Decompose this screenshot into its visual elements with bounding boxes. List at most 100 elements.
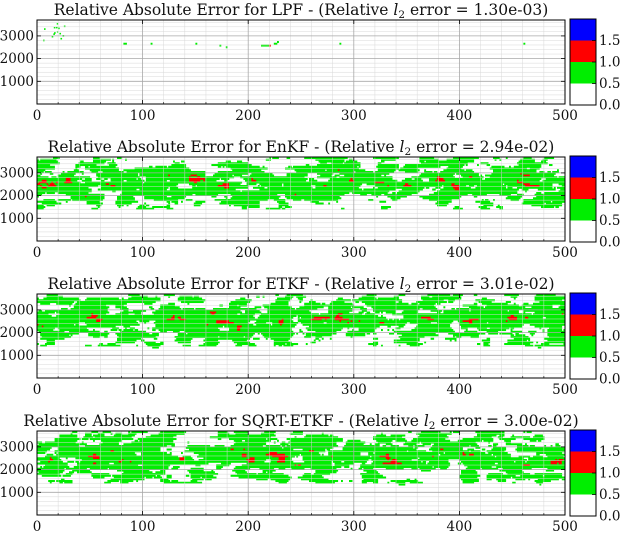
error-cell bbox=[361, 301, 396, 304]
error-cell bbox=[139, 174, 169, 177]
error-cell bbox=[173, 160, 175, 163]
error-cell bbox=[257, 316, 294, 319]
error-cell bbox=[131, 431, 148, 434]
error-cell bbox=[469, 185, 475, 188]
error-cell bbox=[302, 474, 323, 477]
error-cell bbox=[235, 466, 342, 469]
error-cell bbox=[54, 438, 81, 441]
error-cell bbox=[435, 186, 441, 189]
error-cell bbox=[246, 181, 375, 184]
error-cell bbox=[472, 193, 487, 196]
error-cell bbox=[320, 174, 332, 177]
error-cell bbox=[533, 302, 566, 305]
error-cell bbox=[395, 439, 407, 442]
error-cell bbox=[46, 183, 49, 186]
error-cell bbox=[437, 179, 439, 182]
error-cell bbox=[149, 306, 153, 309]
error-cell bbox=[37, 301, 75, 304]
error-cell bbox=[544, 157, 555, 160]
error-cell bbox=[529, 183, 553, 186]
error-cell bbox=[233, 322, 249, 325]
colorbar-segment bbox=[570, 494, 596, 516]
error-cell bbox=[373, 337, 379, 340]
error-cell bbox=[401, 462, 427, 465]
error-cell bbox=[433, 318, 470, 321]
error-cell bbox=[352, 192, 388, 195]
error-cell bbox=[272, 157, 279, 160]
error-cell bbox=[58, 27, 60, 30]
error-cell bbox=[393, 339, 420, 342]
error-cell bbox=[123, 459, 180, 462]
error-cell bbox=[261, 332, 295, 335]
error-cell bbox=[261, 432, 275, 435]
error-cell bbox=[304, 302, 321, 305]
error-cell bbox=[177, 297, 203, 300]
error-cell bbox=[65, 178, 71, 181]
error-cell bbox=[374, 311, 380, 314]
error-cell bbox=[80, 160, 84, 163]
x-tick-label: 200 bbox=[235, 519, 261, 533]
error-cell bbox=[555, 445, 561, 448]
error-cell bbox=[245, 439, 271, 442]
error-cell bbox=[349, 318, 388, 321]
error-cell bbox=[117, 204, 124, 207]
error-cell bbox=[168, 165, 187, 168]
error-cell bbox=[144, 181, 195, 184]
error-cell bbox=[57, 446, 161, 449]
error-cell bbox=[557, 459, 559, 462]
error-cell bbox=[285, 459, 292, 462]
error-cell bbox=[109, 164, 118, 167]
error-cell bbox=[310, 341, 316, 344]
error-cell bbox=[265, 445, 281, 448]
error-cell bbox=[419, 457, 524, 460]
error-cell bbox=[461, 325, 523, 328]
error-cell bbox=[41, 325, 44, 328]
colorbar-tick-label: 1.5 bbox=[599, 307, 620, 323]
error-cell bbox=[398, 483, 406, 486]
error-cell bbox=[350, 178, 353, 181]
error-cell bbox=[256, 478, 268, 481]
error-cell bbox=[46, 181, 52, 184]
error-cell bbox=[280, 443, 289, 446]
error-cell bbox=[67, 460, 75, 463]
error-cell bbox=[267, 438, 278, 441]
chart-title: Relative Absolute Error for EnKF - (Rela… bbox=[48, 138, 555, 158]
error-cell bbox=[176, 337, 193, 340]
error-cell bbox=[393, 341, 419, 344]
error-cell bbox=[257, 185, 260, 188]
error-cell bbox=[141, 453, 172, 456]
error-cell bbox=[547, 339, 566, 342]
error-cell bbox=[195, 200, 206, 203]
error-cell bbox=[379, 455, 390, 458]
error-cell bbox=[65, 457, 68, 460]
error-cell bbox=[185, 446, 283, 449]
error-cell bbox=[46, 204, 55, 207]
error-cell bbox=[459, 474, 481, 477]
error-cell bbox=[48, 480, 55, 483]
error-cell bbox=[83, 436, 94, 439]
error-cell bbox=[445, 337, 457, 340]
error-cell bbox=[233, 431, 249, 434]
error-cell bbox=[433, 443, 478, 446]
error-cell bbox=[123, 329, 134, 332]
error-cell bbox=[54, 32, 56, 34]
heatmap-panel-3: Relative Absolute Error for ETKF - (Rela… bbox=[0, 275, 620, 398]
error-cell bbox=[96, 174, 139, 177]
error-cell bbox=[424, 341, 427, 344]
error-cell bbox=[37, 185, 41, 188]
error-cell bbox=[269, 157, 271, 160]
colorbar-tick-label: 0.5 bbox=[599, 487, 620, 503]
colorbar-segment bbox=[570, 336, 596, 358]
error-cell bbox=[265, 337, 268, 340]
colorbar-tick-label: 1.5 bbox=[599, 444, 620, 460]
error-cell bbox=[286, 172, 308, 175]
error-cell bbox=[38, 309, 43, 312]
error-cell bbox=[368, 343, 379, 346]
error-cell bbox=[305, 434, 329, 437]
error-cell bbox=[168, 174, 171, 177]
error-cell bbox=[251, 179, 257, 182]
error-cell bbox=[334, 462, 355, 465]
error-cell bbox=[411, 185, 443, 188]
error-cell bbox=[361, 480, 379, 483]
error-cell bbox=[293, 431, 303, 434]
